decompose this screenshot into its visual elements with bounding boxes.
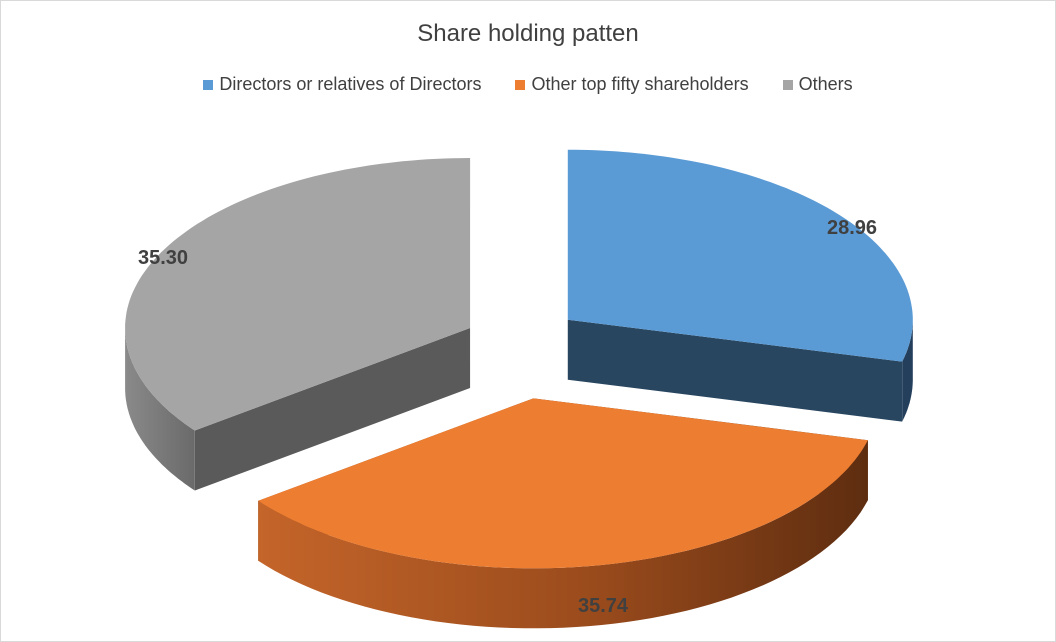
legend-item-top-fifty: Other top fifty shareholders: [515, 74, 749, 95]
legend-swatch-directors: [203, 79, 214, 90]
pie-slice-others-side-0: [125, 328, 195, 491]
legend-item-directors: Directors or relatives of Directors: [203, 74, 481, 95]
legend-label-top-fifty: Other top fifty shareholders: [531, 74, 749, 94]
data-label-directors: 28.96: [827, 217, 877, 239]
legend-label-directors: Directors or relatives of Directors: [219, 74, 482, 94]
legend-item-others: Others: [782, 74, 853, 95]
legend-swatch-top-fifty: [515, 79, 526, 90]
pie-slice-directors-wall-1: [567, 319, 903, 422]
pie-slice-others-wall-0: [194, 328, 471, 491]
pie-slice-top-fifty: [258, 398, 868, 629]
pie-slice-directors: [567, 149, 913, 422]
legend-swatch-others: [782, 79, 793, 90]
pie-slice-top-fifty-top: [258, 398, 868, 569]
legend: Directors or relatives of Directors Othe…: [0, 74, 1056, 95]
pie-slice-top-fifty-side-0: [258, 440, 868, 629]
pie-slice-directors-top: [567, 149, 913, 362]
data-label-top-fifty: 35.74: [578, 595, 629, 617]
pie-slice-others-top: [125, 158, 471, 431]
chart-title: Share holding patten: [417, 20, 639, 47]
data-label-others: 35.30: [138, 247, 188, 269]
legend-label-others: Others: [798, 74, 853, 94]
pie-slice-directors-side-0: [902, 319, 913, 422]
pie-slice-others: [125, 158, 471, 491]
